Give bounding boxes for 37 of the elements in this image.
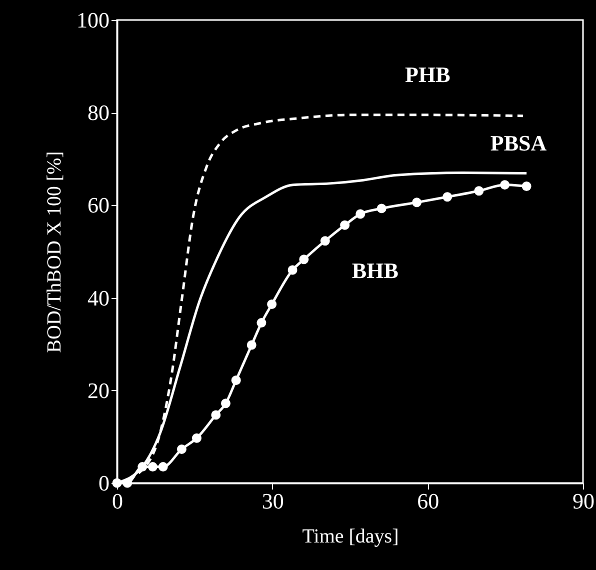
point: [138, 462, 148, 472]
series-label: PBSA: [490, 130, 547, 156]
y-tick-label: 60: [88, 192, 110, 218]
y-tick-label: 20: [88, 378, 110, 403]
point: [288, 265, 298, 275]
point: [231, 375, 241, 385]
point: [340, 220, 350, 230]
y-tick-label: 0: [98, 470, 110, 496]
point: [176, 444, 186, 454]
y-tick-label: 100: [76, 8, 110, 32]
point: [220, 398, 230, 408]
point: [356, 209, 366, 219]
point: [122, 478, 132, 488]
point: [148, 462, 158, 472]
x-tick-label: 30: [262, 488, 284, 514]
point: [158, 462, 168, 472]
point: [267, 300, 277, 310]
point: [522, 181, 532, 191]
point: [299, 254, 309, 264]
y-axis-title: BOD/ThBOD X 100 [%]: [44, 151, 66, 353]
point: [500, 180, 510, 190]
point: [320, 236, 330, 246]
point: [474, 186, 484, 196]
point: [192, 433, 202, 443]
point: [246, 340, 256, 350]
x-tick-label: 60: [417, 488, 440, 514]
point: [256, 318, 266, 328]
series-label: BHB: [352, 258, 399, 283]
y-tick-label: 40: [88, 285, 110, 310]
point: [376, 204, 386, 214]
x-axis-title: Time [days]: [302, 526, 399, 548]
series-label: PHB: [405, 62, 451, 87]
x-tick-label: 90: [572, 488, 594, 514]
point: [211, 410, 221, 420]
point: [412, 198, 422, 208]
point: [442, 192, 452, 202]
y-tick-label: 80: [88, 100, 110, 126]
